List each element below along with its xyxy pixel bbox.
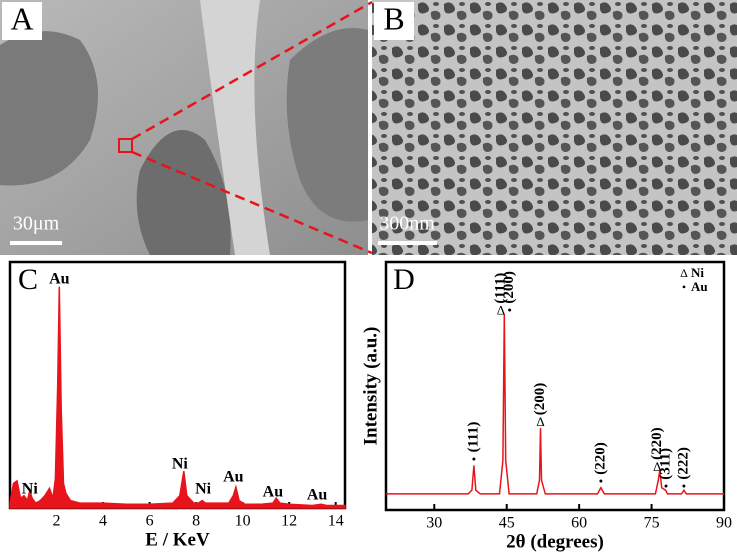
panel-letter: A [10,0,33,36]
x-tick-label: 14 [328,513,344,530]
peak-marker: Δ [536,414,544,429]
pattern-line [386,314,724,495]
peak-label: Ni [172,456,189,473]
peak-label: Au [223,469,244,486]
y-axis-label: Intensity (a.u.) [360,327,381,446]
panel-letter: B [383,0,404,36]
peak-marker: • [507,303,512,318]
peak-label: (220) [649,427,665,460]
peak-label: (111) [465,422,481,453]
peak-label: Au [307,487,328,504]
x-tick-label: 4 [99,513,107,530]
x-tick-label: 75 [644,515,660,532]
panel-letter: C [18,263,38,296]
zoom-line [131,0,373,141]
sem-image-a: A 30μm [0,0,368,255]
peak-label: (220) [592,442,608,475]
x-tick-label: 2 [53,513,61,530]
peak-marker: • [472,451,477,466]
x-tick-label: 6 [146,513,154,530]
x-tick-label: 8 [192,513,200,530]
peak-label: (200) [501,271,517,304]
sem-image-b: B 300nm [372,0,737,255]
x-axis-label: 2θ (degrees) [506,531,604,552]
peak-label: Au [49,271,70,288]
peak-label: (311) [657,448,673,480]
peak-marker: Δ [497,303,505,318]
x-tick-label: 90 [716,515,732,532]
peak-marker: Δ [653,459,661,474]
legend-label: Ni [691,265,704,280]
x-tick-label: 10 [235,513,251,530]
legend-label: Au [691,279,708,294]
x-tick-label: 45 [499,515,515,532]
x-axis-label: E / KeV [145,529,210,550]
panel-letter: D [393,263,415,296]
peak-marker: • [682,479,687,494]
x-tick-label: 12 [281,513,297,530]
peak-label: Au [263,484,284,501]
peak-marker: • [599,474,604,489]
zoom-line [131,150,373,255]
legend-marker: Δ [680,266,688,280]
legend-marker: • [682,280,686,294]
peak-marker: • [664,479,669,494]
spectrum-area [9,286,346,509]
scale-label: 300nm [379,213,435,235]
scale-label: 30μm [13,213,60,235]
peak-label: (200) [532,383,548,416]
x-tick-label: 60 [571,515,587,532]
peak-label: (222) [675,447,691,480]
peak-label: Ni [195,481,212,498]
peak-label: (111) [492,273,508,304]
plot-frame [384,260,726,512]
peak-label: Ni [22,481,39,498]
x-tick-label: 30 [426,515,442,532]
